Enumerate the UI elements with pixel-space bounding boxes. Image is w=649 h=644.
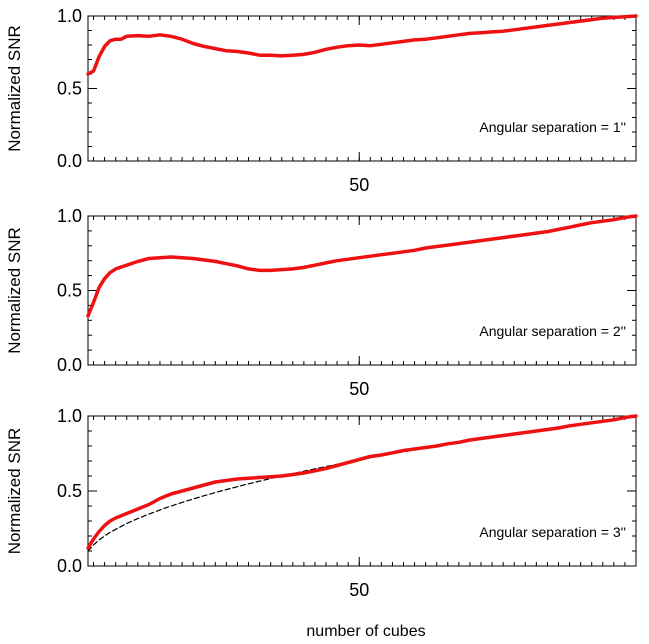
x-axis-label: number of cubes	[306, 623, 425, 640]
angular-separation-annotation: Angular separation = 1''	[479, 119, 626, 135]
chart-panel-3: 50 0.0 0.5 1.0 Normalized SNR Angular separat…	[5, 406, 638, 600]
angular-separation-annotation: Angular separation = 2''	[479, 323, 626, 339]
x-tick-label: 50	[349, 175, 369, 195]
snr-series-line	[86, 214, 638, 318]
y-tick-label: 0.5	[57, 281, 82, 301]
y-tick-label: 0.0	[57, 151, 82, 171]
y-tick-label: 1.0	[57, 6, 82, 26]
y-tick-label: 0.0	[57, 556, 82, 576]
y-tick-label: 1.0	[57, 406, 82, 426]
angular-separation-annotation: Angular separation = 3''	[479, 524, 626, 540]
y-tick-label: 0.0	[57, 355, 82, 375]
plot-frame	[87, 215, 637, 366]
y-axis-label: Normalized SNR	[5, 428, 24, 555]
y-axis-label: Normalized SNR	[5, 227, 24, 354]
y-tick-label: 0.5	[57, 79, 82, 99]
y-tick-label: 1.0	[57, 206, 82, 226]
y-axis-label: Normalized SNR	[5, 25, 24, 152]
chart-panel-2: 50 0.0 0.5 1.0 Normalized SNR Angular separat…	[5, 206, 638, 399]
snr-series-line	[86, 14, 638, 76]
y-tick-label: 0.5	[57, 481, 82, 501]
snr-series-line	[86, 414, 638, 550]
plot-frame	[87, 415, 637, 567]
x-tick-label: 50	[349, 580, 369, 600]
chart-panel-1: 50 0.0 0.5 1.0 Normalized SNR Angular separat…	[5, 6, 638, 195]
x-tick-label: 50	[349, 379, 369, 399]
